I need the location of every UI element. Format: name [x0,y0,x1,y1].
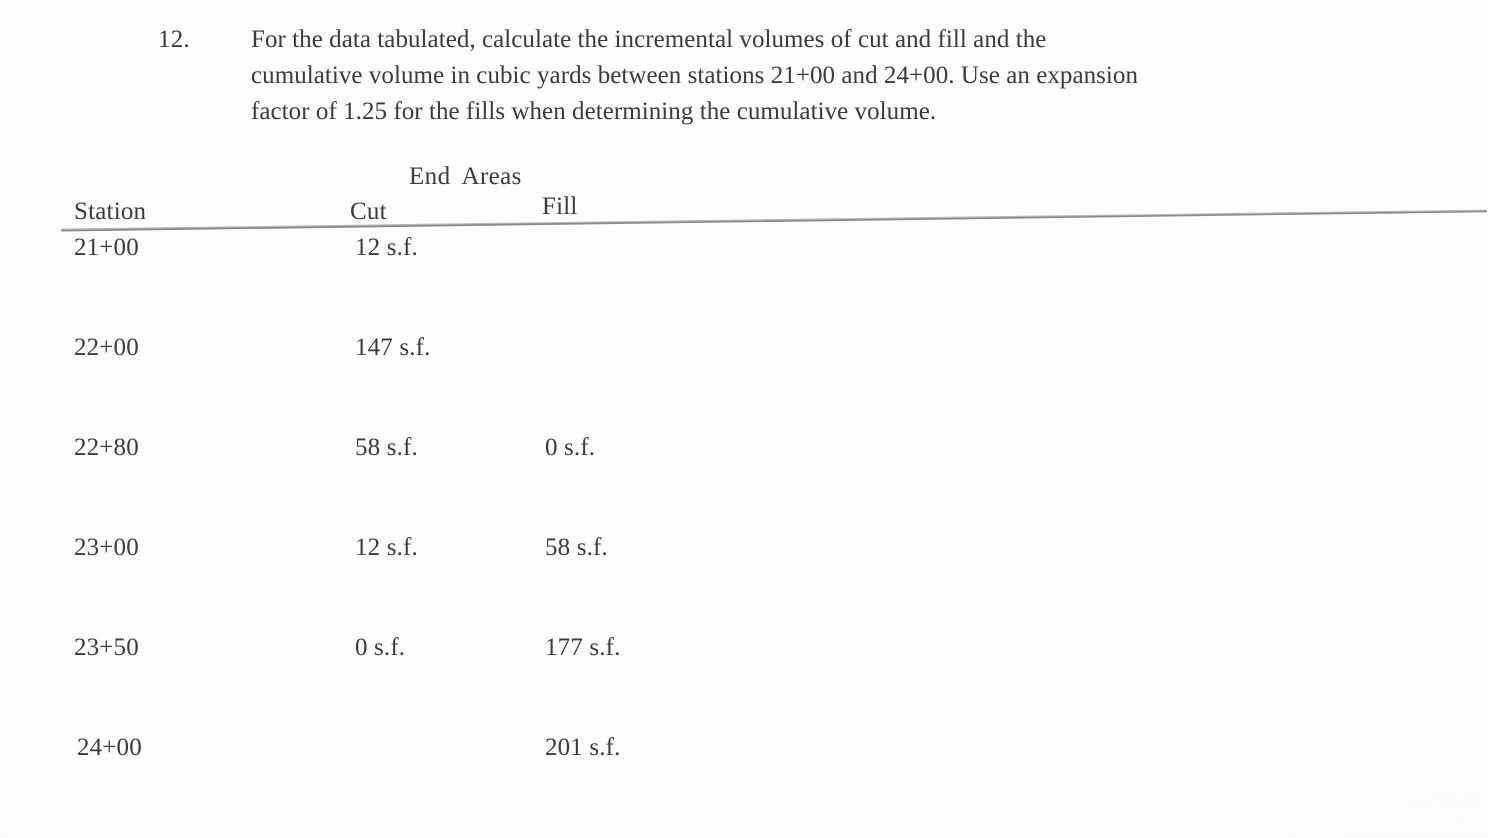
question-text-line-1: For the data tabulated, calculate the in… [251,26,1047,53]
cell-fill: 201 s.f. [545,734,621,761]
cell-fill: 0 s.f. [545,434,596,461]
table-row: 22+80 58 s.f. 0 s.f. [0,434,1488,468]
question-text-line-3: factor of 1.25 for the fills when determ… [251,98,937,125]
cell-station: 22+80 [74,434,139,461]
cell-station: 22+00 [74,334,139,361]
cell-station: 24+00 [77,734,142,761]
cell-cut: 12 s.f. [355,234,418,261]
cell-cut: 147 s.f. [355,334,431,361]
cell-station: 21+00 [74,234,139,261]
table-row: 23+50 0 s.f. 177 s.f. [0,634,1488,668]
table-row: 22+00 147 s.f. [0,334,1488,368]
question-number: 12. [158,26,190,53]
cell-fill: 177 s.f. [545,634,621,661]
cell-station: 23+00 [74,534,139,561]
table-group-header: End Areas [409,163,522,191]
group-header-word-areas: Areas [461,163,522,190]
column-header-cut: Cut [350,198,387,225]
cell-fill: 58 s.f. [545,534,608,561]
column-header-fill: Fill [542,193,578,220]
cell-cut: 12 s.f. [355,534,418,561]
table-row: 21+00 12 s.f. [0,234,1488,268]
question-text-line-2: cumulative volume in cubic yards between… [251,62,1139,89]
cell-cut: 58 s.f. [355,434,418,461]
group-header-word-end: End [409,163,451,190]
cell-station: 23+50 [74,634,139,661]
question-text: For the data tabulated, calculate the in… [251,22,1311,130]
header-divider-rule [60,209,1488,232]
table-row: 24+00 201 s.f. [0,734,1488,768]
table-row: 23+00 12 s.f. 58 s.f. [0,534,1488,568]
column-header-station: Station [74,198,147,225]
cell-cut: 0 s.f. [355,634,406,661]
